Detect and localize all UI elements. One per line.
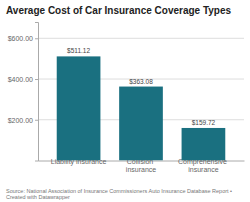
text-line: Average Cost of Car Insurance Coverage T… [6,5,232,16]
title: Average Cost of Car Insurance Coverage T… [6,5,232,16]
bar [119,87,163,161]
y-tick-label: $200.00 [8,117,33,124]
data-labels: $511.12 $363.08 $159.72 [67,47,215,126]
data-label: $363.08 [129,78,153,85]
y-tick-mark [35,79,38,80]
data-label: $159.72 [192,119,216,126]
y-tick-mark [35,120,38,121]
data-label: $511.12 [67,47,90,54]
text-line: insurance [188,166,218,173]
y-tick-label: $400.00 [8,76,33,83]
y-tick: $200.00 [8,117,38,124]
bar [57,56,101,160]
y-tick-mark [35,38,38,39]
chart-container: Average Cost of Car Insurance Coverage T… [0,0,250,202]
y-tick: $400.00 [8,76,38,83]
y-axis: $200.00 $400.00 $600.00 [8,23,39,162]
bars [57,56,226,160]
y-tick-label: $600.00 [8,35,33,42]
chart-svg: Average Cost of Car Insurance Coverage T… [0,0,250,202]
text-line: insurance [126,166,156,173]
bar [182,128,226,161]
annotation: Source: National Association of Insuranc… [6,188,234,201]
y-axis-line [35,23,39,162]
y-tick: $600.00 [8,35,38,42]
text-line: Source: National Association of Insuranc… [6,188,234,194]
grid-line [38,38,244,39]
text-line: Created with Datawrapper [6,194,70,200]
